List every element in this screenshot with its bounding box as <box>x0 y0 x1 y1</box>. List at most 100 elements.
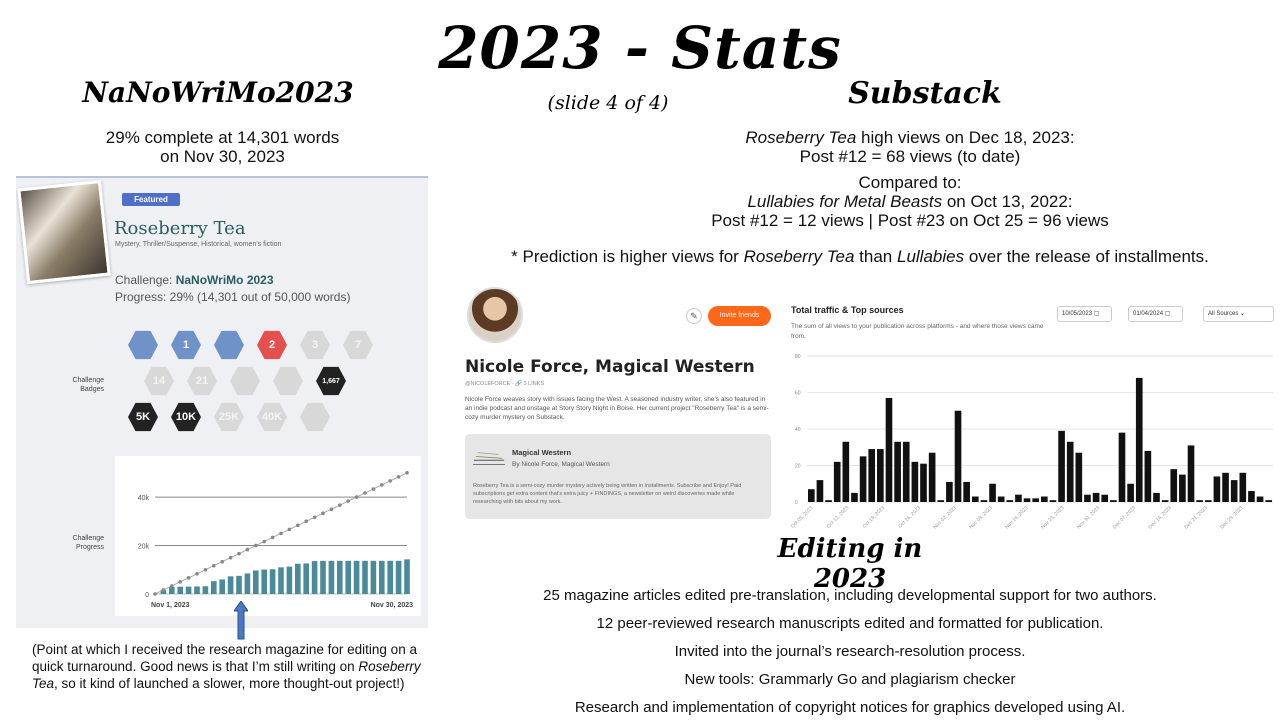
progress-bar <box>303 563 309 594</box>
traffic-bar <box>1084 494 1091 502</box>
challenge-badge[interactable]: 10K <box>171 402 201 432</box>
substack-traffic-panel: Total traffic & Top sources The sum of a… <box>787 300 1277 540</box>
traffic-bar <box>1222 472 1229 502</box>
profile-handle[interactable]: @NICOLEFORCE · 🔗 3 LINKS <box>465 381 545 387</box>
start-date-input[interactable]: 10/05/2023 ▢ <box>1057 306 1112 322</box>
challenge-badge[interactable]: 7 <box>343 330 373 360</box>
prediction-lullabies: Lullabies <box>897 247 965 266</box>
goal-point <box>380 483 384 487</box>
progress-bar <box>328 560 335 594</box>
challenge-badge[interactable]: 14 <box>144 366 174 396</box>
challenge-badge[interactable]: 40K <box>257 402 287 432</box>
traffic-bar <box>980 500 988 502</box>
challenge-link[interactable]: NaNoWriMo 2023 <box>175 273 274 287</box>
goal-point <box>228 555 233 560</box>
progress-bar <box>404 559 410 594</box>
y-tick-label: 0 <box>145 592 149 599</box>
traffic-bar <box>1041 496 1048 502</box>
challenge-badge[interactable] <box>300 402 330 432</box>
traffic-bar <box>1110 500 1117 502</box>
traffic-bar <box>1265 500 1272 502</box>
progress-bar <box>362 560 368 594</box>
progress-bar <box>185 586 192 594</box>
badges-label-line-1: Challenge <box>72 377 104 384</box>
goal-point <box>262 539 266 544</box>
point-note-part-1: (Point at which I received the research … <box>32 642 417 674</box>
x-tick-label: Nov 30, 2023 <box>1076 505 1101 530</box>
goal-point <box>346 499 350 503</box>
x-tick-label: Oct 19, 2023 <box>862 505 887 530</box>
goal-point <box>338 503 342 507</box>
roseberry-line-1: high views on Dec 18, 2023: <box>856 128 1075 147</box>
traffic-bar <box>851 492 858 502</box>
compared-label: Compared to: <box>858 173 962 192</box>
goal-point <box>153 592 157 596</box>
goal-point <box>405 471 409 475</box>
editing-item-2: 12 peer-reviewed research manuscripts ed… <box>596 615 1104 632</box>
slide-count-label: (slide 4 of 4) <box>547 92 669 114</box>
challenge-badge[interactable]: 3 <box>300 330 330 360</box>
publication-card[interactable]: Magical Western By Nicole Force, Magical… <box>465 434 771 519</box>
traffic-bar <box>971 496 979 502</box>
publication-thumbnail-icon <box>473 452 505 465</box>
traffic-bar <box>1256 496 1264 502</box>
x-tick-label: Dec 21, 2023 <box>1183 505 1208 530</box>
avatar[interactable] <box>467 287 523 343</box>
prediction-part-3: over the release of installments. <box>964 247 1209 266</box>
goal-point <box>296 523 300 528</box>
goal-point <box>170 584 174 588</box>
goal-point <box>195 572 199 576</box>
pencil-icon[interactable]: ✎ <box>686 308 702 324</box>
challenge-badge[interactable]: 21 <box>187 366 217 396</box>
editing-item-4: New tools: Grammarly Go and plagiarism c… <box>684 671 1016 688</box>
challenge-badge[interactable]: 2 <box>257 330 287 360</box>
progress-line: Progress: 29% (14,301 out of 50,000 word… <box>115 290 351 304</box>
challenge-badge[interactable] <box>128 330 158 360</box>
traffic-bar <box>1144 450 1152 502</box>
goal-point <box>178 580 182 584</box>
traffic-bar <box>1075 452 1083 502</box>
challenge-badge[interactable]: 1 <box>171 330 201 360</box>
challenge-line: Challenge: NaNoWriMo 2023 <box>115 273 274 287</box>
goal-point <box>245 547 250 552</box>
goal-point <box>270 535 275 540</box>
invite-friends-button[interactable]: Invite friends <box>708 306 771 326</box>
goal-point <box>396 475 401 479</box>
book-title[interactable]: Roseberry Tea <box>114 218 246 239</box>
traffic-bar <box>808 489 815 502</box>
progress-bar <box>311 561 318 594</box>
traffic-bar <box>859 456 867 502</box>
challenge-badge[interactable]: 5K <box>128 402 158 432</box>
challenge-badge[interactable]: 25K <box>214 402 244 432</box>
challenge-badge[interactable] <box>273 366 303 396</box>
editing-item-3: Invited into the journal’s research-reso… <box>674 643 1026 660</box>
lullabies-title: Lullabies for Metal Beasts <box>747 192 943 211</box>
x-end-label: Nov 30, 2023 <box>371 602 414 609</box>
traffic-bar <box>1135 377 1143 502</box>
substack-heading: Substack <box>848 76 1002 111</box>
sources-select[interactable]: All Sources ⌄ <box>1203 306 1274 322</box>
point-note-italic: Roseberry Tea <box>32 659 421 691</box>
traffic-bar <box>1196 500 1203 502</box>
traffic-bar <box>1015 494 1022 502</box>
progress-bar <box>194 586 200 594</box>
featured-badge: Featured <box>122 193 180 206</box>
x-tick-label: Nov 02, 2023 <box>933 505 958 530</box>
progress-bar <box>253 570 259 594</box>
end-date-input[interactable]: 01/04/2024 ▢ <box>1128 306 1183 322</box>
badge-grid: 1 2 3 7 14 21 1,667 5K 10K 25K 40K <box>116 330 373 440</box>
traffic-bar <box>1049 500 1057 502</box>
progress-bar <box>269 569 276 594</box>
traffic-bar <box>1204 500 1212 502</box>
editing-heading: Editing in 2023 <box>777 534 923 594</box>
challenge-badge[interactable]: 1,667 <box>316 366 346 396</box>
challenge-badge[interactable] <box>230 366 260 396</box>
prediction-roseberry: Roseberry Tea <box>743 247 855 266</box>
progress-bar <box>177 586 183 594</box>
y-tick-label: 20 <box>795 464 801 470</box>
challenge-badge[interactable] <box>214 330 244 360</box>
book-cover-image <box>17 179 111 285</box>
progress-chart-label: Challenge Progress <box>24 534 104 552</box>
traffic-bar <box>911 461 919 502</box>
arrow-up-icon <box>234 601 248 640</box>
